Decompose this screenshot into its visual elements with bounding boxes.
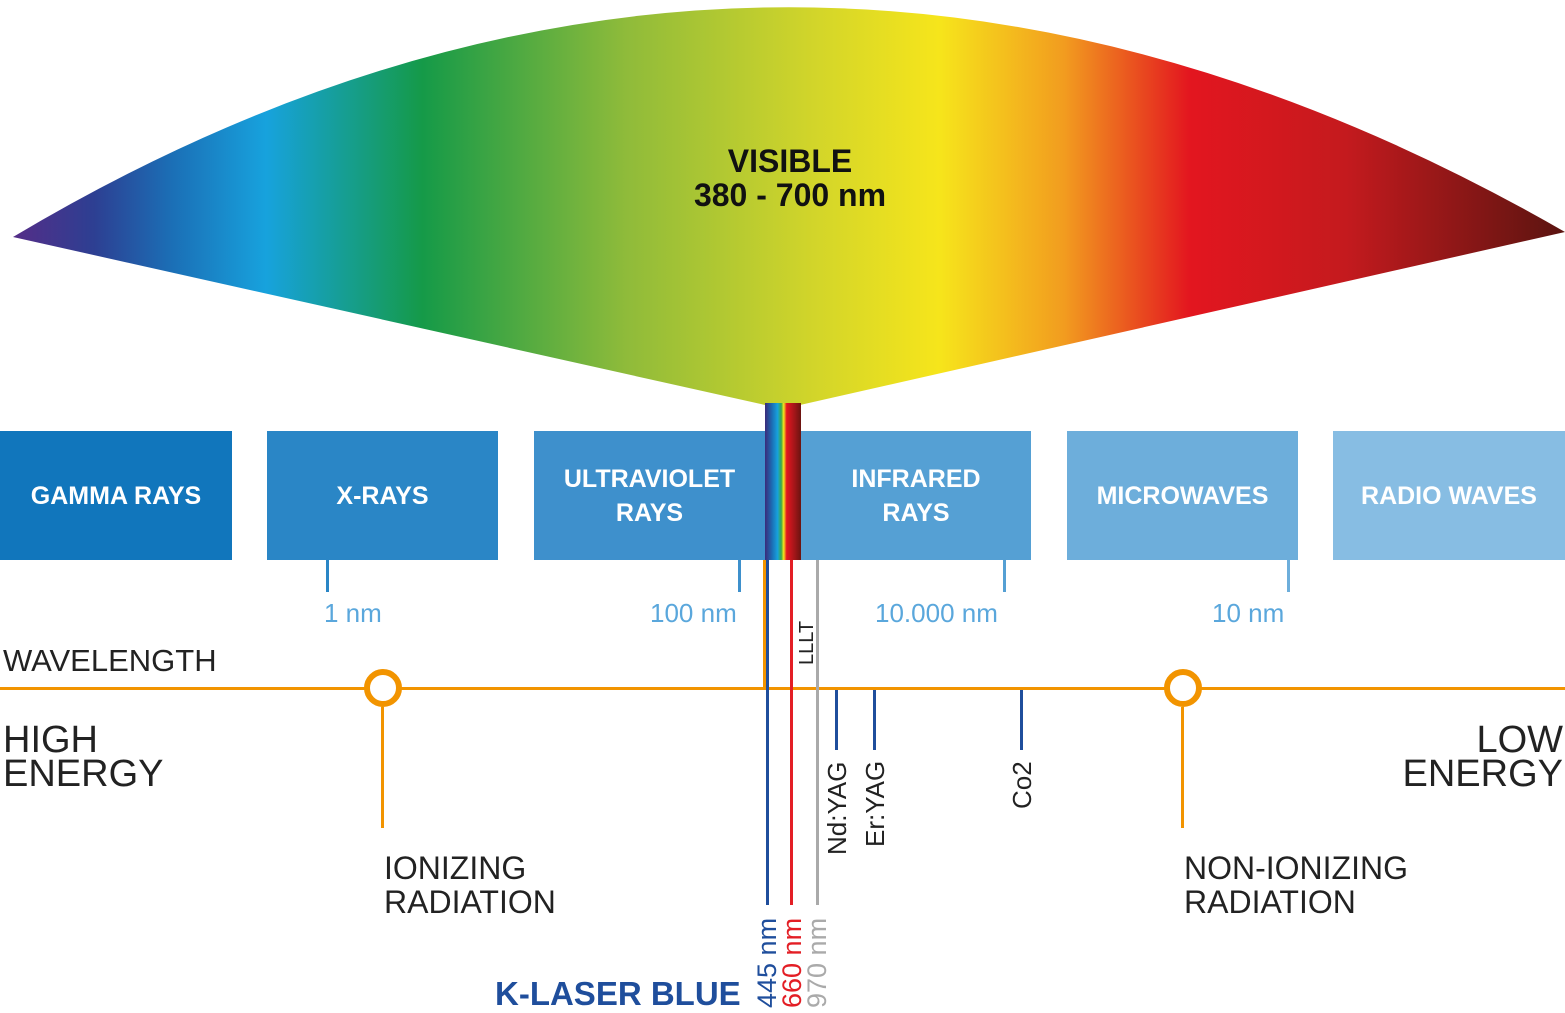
- non-ionizing-line: [1181, 707, 1184, 828]
- wavelength-axis: [0, 687, 1565, 690]
- wavelength-label: WAVELENGTH: [3, 643, 217, 678]
- laser-970-line: [816, 560, 819, 905]
- non-ionizing-label: NON-IONIZING RADIATION: [1184, 850, 1408, 920]
- tick-10nm: [1287, 560, 1290, 592]
- band-ultraviolet: ULTRAVIOLET RAYS: [534, 431, 765, 560]
- high-energy-label: HIGH ENERGY: [3, 719, 164, 795]
- co2-line: [1020, 690, 1023, 750]
- eryag-label: Er:YAG: [860, 760, 890, 847]
- band-gamma-rays: GAMMA RAYS: [0, 431, 232, 560]
- scale-label: 100 nm: [650, 598, 737, 628]
- non-ionizing-marker-icon: [1164, 669, 1202, 707]
- spectrum-strip: [765, 403, 801, 560]
- scale-label: 1 nm: [324, 598, 382, 628]
- ionizing-label: IONIZING RADIATION: [384, 850, 556, 920]
- fan-shape: [13, 7, 1565, 406]
- band-x-rays: X-RAYS: [267, 431, 498, 560]
- ionizing-line: [381, 707, 384, 828]
- laser-660-line: [790, 560, 793, 905]
- band-infrared: INFRARED RAYS: [801, 431, 1031, 560]
- scale-label: 10 nm: [1212, 598, 1285, 628]
- visible-range: 380 - 700 nm: [693, 177, 887, 213]
- ionizing-marker-icon: [364, 669, 402, 707]
- visible-title: VISIBLE: [727, 143, 853, 179]
- co2-label: Co2: [1007, 761, 1037, 809]
- laser-445-line: [766, 560, 769, 905]
- low-energy-label: LOW ENERGY: [1402, 719, 1563, 795]
- lllt-label: LLLT: [796, 620, 818, 665]
- eryag-line: [873, 690, 876, 750]
- k-laser-blue-label: K-LASER BLUE: [495, 975, 741, 1012]
- visible-marker-line: [763, 560, 766, 688]
- band-radio-waves: RADIO WAVES: [1333, 431, 1565, 560]
- ndyag-label: Nd:YAG: [822, 761, 852, 855]
- laser-970-label: 970 nm: [802, 917, 832, 1008]
- tick-10000nm: [1003, 560, 1006, 592]
- tick-100nm: [738, 560, 741, 592]
- band-microwaves: MICROWAVES: [1067, 431, 1298, 560]
- scale-label: 10.000 nm: [875, 598, 998, 628]
- tick-1nm: [326, 560, 329, 592]
- ndyag-line: [835, 690, 838, 750]
- visible-label: VISIBLE 380 - 700 nm: [640, 144, 940, 212]
